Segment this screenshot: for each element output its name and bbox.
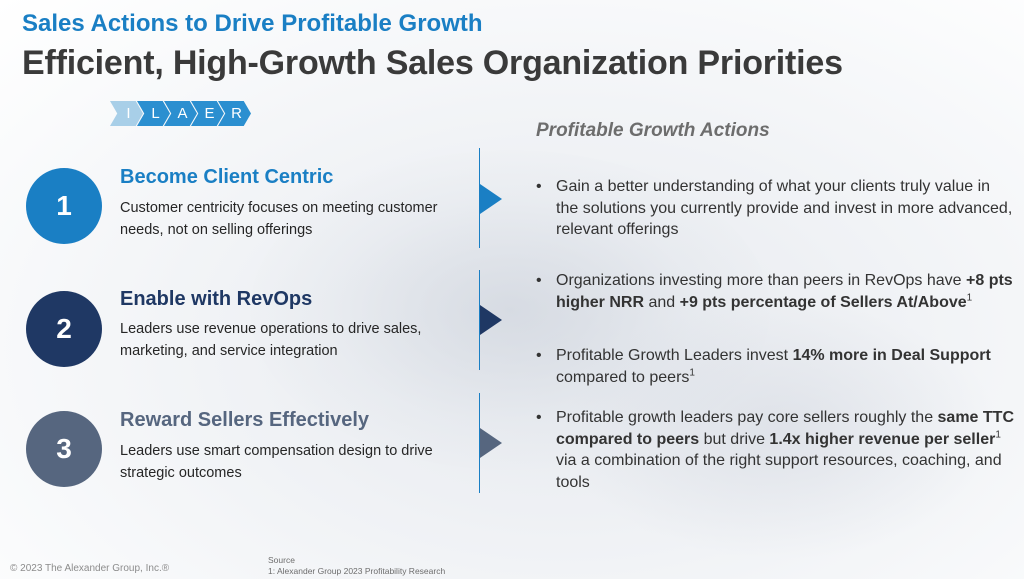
arrow-right-icon [480, 184, 502, 214]
priority-description-1: Customer centricity focuses on meeting c… [120, 200, 438, 238]
priority-description-3: Leaders use smart compensation design to… [120, 443, 433, 481]
divider-line [479, 393, 480, 493]
source-label: Source [268, 555, 295, 565]
priority-title-1: Become Client Centric [120, 166, 334, 188]
ilaer-chevron-bar: I L A E R [110, 101, 251, 126]
copyright-notice: © 2023 The Alexander Group, Inc.® [10, 563, 170, 574]
slide-title: Efficient, High-Growth Sales Organizatio… [22, 44, 843, 82]
priority-number-2: 2 [26, 291, 102, 367]
priority-title-2: Enable with RevOps [120, 288, 313, 310]
source-text: 1: Alexander Group 2023 Profitability Re… [268, 566, 446, 576]
action-bullet-1: Gain a better understanding of what your… [536, 176, 1016, 241]
action-bullet-3: Profitable Growth Leaders invest 14% mor… [536, 345, 1016, 388]
arrow-right-icon [480, 428, 502, 458]
action-bullet-2: Organizations investing more than peers … [536, 270, 1016, 313]
action-bullet-4: Profitable growth leaders pay core selle… [536, 407, 1016, 493]
actions-heading: Profitable Growth Actions [536, 120, 770, 141]
source-note: Source 1: Alexander Group 2023 Profitabi… [268, 555, 445, 577]
priority-description-2: Leaders use revenue operations to drive … [120, 321, 422, 359]
arrow-right-icon [480, 305, 502, 335]
divider-line [479, 270, 480, 370]
priority-title-3: Reward Sellers Effectively [120, 409, 370, 431]
slide-kicker: Sales Actions to Drive Profitable Growth [22, 10, 483, 37]
priority-number-3: 3 [26, 411, 102, 487]
priority-number-1: 1 [26, 168, 102, 244]
divider-line [479, 148, 480, 248]
ilaer-step-i: I [110, 101, 143, 126]
